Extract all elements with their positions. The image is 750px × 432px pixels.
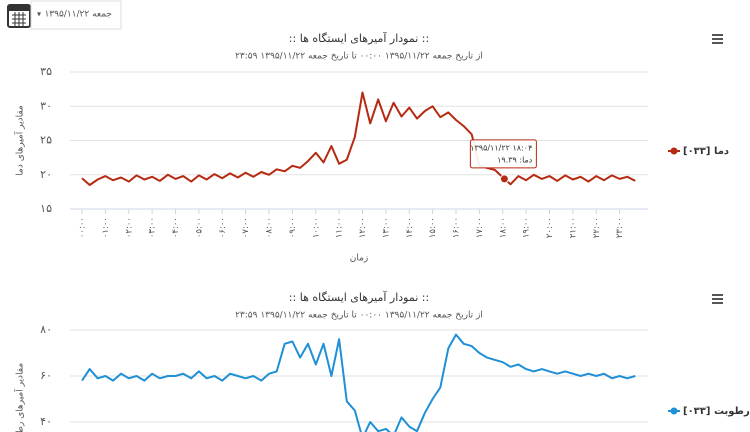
chart-title: :: نمودار آمیرهای ایستگاه ها :: [289, 31, 429, 45]
chart-subtitle: از تاریخ جمعه ۱۳۹۵/۱۱/۲۲ ۰۰:۰۰ تا تاریخ … [235, 311, 483, 321]
calendar-button[interactable] [7, 4, 31, 28]
x-tick-label: ۲۱:۰۰ [568, 217, 578, 238]
legend-marker [670, 147, 678, 155]
x-tick-label: ۱۴:۰۰ [405, 217, 415, 238]
tooltip-box [469, 139, 537, 169]
x-tick-label: ۱۰:۰۰ [311, 217, 321, 238]
y-tick-label: ۸۰ [40, 323, 52, 336]
x-tick-label: ۲۰:۰۰ [545, 217, 555, 238]
x-axis-label: زمان [350, 254, 369, 264]
dropdown-arrow: ▾ [37, 10, 41, 19]
x-tick-label: ۰۹:۰۰ [288, 217, 298, 238]
date-text: جمعه ۱۳۹۵/۱۱/۲۲ [44, 10, 112, 20]
menu-icon[interactable] [712, 294, 723, 304]
x-tick-label: ۰۵:۰۰ [194, 217, 204, 238]
date-input[interactable] [30, 0, 122, 30]
x-tick-label: ۱۹:۰۰ [522, 217, 532, 238]
tooltip-date: ۱۳۹۵/۱۱/۲۲ ۱۸:۰۴ [470, 143, 532, 152]
x-tick-label: ۱۶:۰۰ [452, 217, 462, 238]
tooltip-value: دما: ۱۹.۳۹ [497, 155, 533, 164]
x-tick-label: ۰۰:۰۰ [78, 217, 88, 238]
x-tick-label: ۰۶:۰۰ [218, 217, 228, 238]
y-tick-label: ۲۵ [40, 134, 52, 147]
x-tick-label: ۰۱:۰۰ [101, 217, 111, 238]
series-line [81, 333, 636, 432]
menu-icon[interactable] [712, 34, 723, 44]
x-tick-label: ۱۱:۰۰ [335, 217, 345, 238]
legend-marker [670, 407, 678, 415]
y-axis-label: مقادیر آمیرهای دما [14, 105, 26, 176]
calendar-top [8, 5, 30, 11]
x-tick-label: ۰۷:۰۰ [241, 217, 251, 238]
y-tick-label: ۲۰ [40, 168, 52, 181]
x-tick-label: ۱۷:۰۰ [475, 217, 485, 238]
legend-label: دما [۰۳۳] [683, 146, 729, 157]
y-tick-label: ۳۵ [40, 65, 52, 78]
y-tick-label: ۶۰ [40, 369, 52, 382]
chart-title: :: نمودار آمیرهای ایستگاه ها :: [289, 290, 429, 304]
x-tick-label: ۲۲:۰۰ [592, 217, 602, 238]
y-tick-label: ۴۰ [40, 415, 52, 428]
x-tick-label: ۰۳:۰۰ [148, 217, 158, 238]
x-tick-label: ۱۸:۰۰ [498, 217, 508, 238]
calendar-grid [12, 12, 26, 26]
x-tick-label: ۰۲:۰۰ [124, 217, 134, 238]
y-axis-label: مقادیر آمیرهای رطوبت [14, 363, 26, 432]
series-line [81, 91, 636, 186]
x-tick-label: ۰۸:۰۰ [265, 217, 275, 238]
y-tick-label: ۳۰ [40, 99, 52, 112]
y-tick-label: ۱۵ [40, 202, 52, 215]
x-tick-label: ۱۲:۰۰ [358, 217, 368, 238]
x-tick-label: ۲۳:۰۰ [615, 217, 625, 238]
tooltip-marker [499, 174, 509, 184]
legend-label: رطوبت [۰۳۳] [683, 406, 750, 417]
chart-subtitle: از تاریخ جمعه ۱۳۹۵/۱۱/۲۲ ۰۰:۰۰ تا تاریخ … [235, 52, 483, 62]
x-tick-label: ۰۴:۰۰ [171, 217, 181, 238]
x-tick-label: ۱۵:۰۰ [428, 217, 438, 238]
x-tick-label: ۱۳:۰۰ [381, 217, 391, 238]
